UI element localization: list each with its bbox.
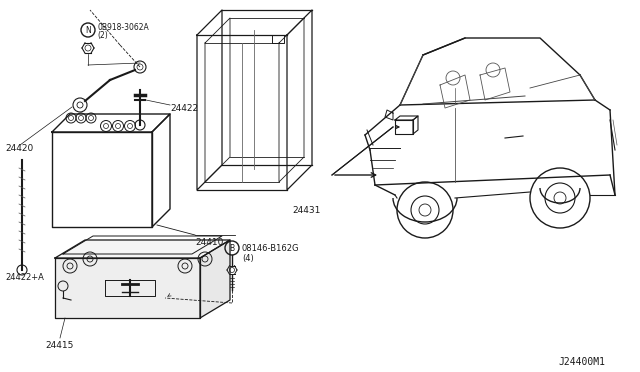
Text: 24431: 24431 bbox=[292, 205, 321, 215]
Text: 24410: 24410 bbox=[195, 237, 223, 247]
Text: 24420: 24420 bbox=[5, 144, 33, 153]
Polygon shape bbox=[55, 240, 230, 258]
Text: 24422+A: 24422+A bbox=[5, 273, 44, 282]
Text: 08146-B162G: 08146-B162G bbox=[242, 244, 300, 253]
Text: B: B bbox=[229, 244, 235, 253]
Text: (4): (4) bbox=[242, 253, 253, 263]
Polygon shape bbox=[200, 240, 230, 318]
Text: N: N bbox=[85, 26, 91, 35]
Polygon shape bbox=[55, 258, 200, 318]
Text: 24415: 24415 bbox=[45, 341, 74, 350]
Text: 24422: 24422 bbox=[170, 103, 198, 112]
Text: J24400M1: J24400M1 bbox=[558, 357, 605, 367]
Text: (2): (2) bbox=[97, 31, 108, 39]
Text: 0B918-3062A: 0B918-3062A bbox=[97, 22, 148, 32]
